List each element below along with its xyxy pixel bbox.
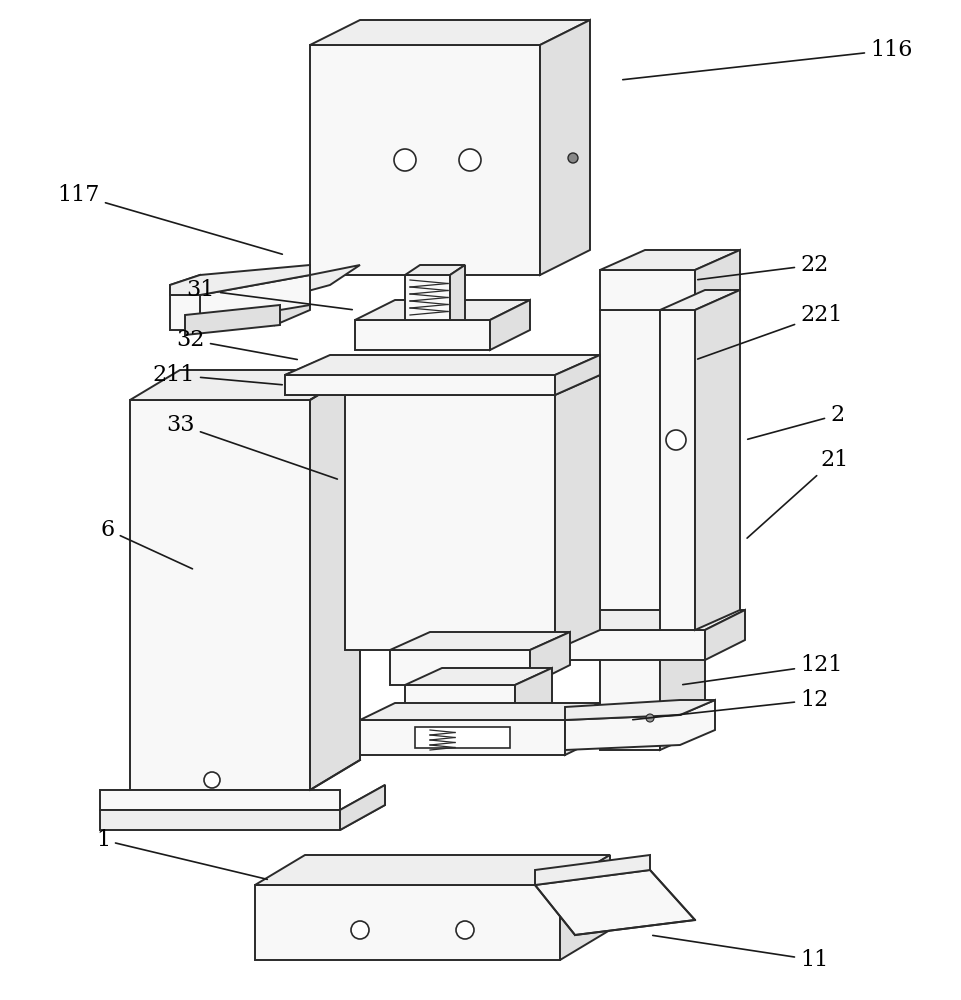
Circle shape — [568, 153, 578, 163]
Circle shape — [459, 149, 481, 171]
Circle shape — [456, 921, 474, 939]
Polygon shape — [275, 265, 360, 300]
Polygon shape — [565, 703, 600, 755]
Polygon shape — [555, 355, 600, 395]
Polygon shape — [555, 610, 745, 630]
Polygon shape — [660, 290, 740, 310]
Text: 121: 121 — [682, 654, 843, 685]
Polygon shape — [530, 632, 570, 685]
Polygon shape — [285, 360, 390, 375]
Polygon shape — [695, 250, 740, 310]
Text: 221: 221 — [698, 304, 843, 359]
Text: 33: 33 — [166, 414, 337, 479]
Polygon shape — [285, 355, 600, 375]
Polygon shape — [310, 370, 360, 790]
Polygon shape — [540, 20, 590, 275]
Polygon shape — [310, 45, 540, 275]
Polygon shape — [255, 855, 610, 885]
Text: 2: 2 — [748, 404, 844, 439]
Polygon shape — [555, 375, 600, 650]
Polygon shape — [355, 360, 390, 395]
Polygon shape — [705, 610, 745, 660]
Polygon shape — [285, 375, 355, 395]
Text: 116: 116 — [623, 39, 912, 80]
Polygon shape — [355, 300, 530, 320]
Text: 21: 21 — [747, 449, 849, 538]
Polygon shape — [100, 790, 340, 810]
Polygon shape — [450, 265, 465, 320]
Circle shape — [204, 772, 220, 788]
Polygon shape — [535, 855, 650, 885]
Polygon shape — [200, 275, 310, 330]
Polygon shape — [360, 703, 600, 720]
Polygon shape — [390, 632, 570, 650]
Polygon shape — [600, 310, 660, 750]
Polygon shape — [345, 395, 555, 650]
Polygon shape — [310, 20, 590, 45]
Polygon shape — [490, 300, 530, 350]
Text: 211: 211 — [153, 364, 283, 386]
Polygon shape — [130, 370, 360, 400]
Circle shape — [351, 921, 369, 939]
Polygon shape — [405, 275, 450, 320]
Polygon shape — [415, 727, 510, 748]
Polygon shape — [600, 270, 695, 310]
Polygon shape — [285, 375, 555, 395]
Text: 31: 31 — [186, 279, 353, 310]
Polygon shape — [565, 700, 715, 750]
Polygon shape — [695, 290, 740, 630]
Text: 1: 1 — [96, 829, 267, 879]
Polygon shape — [515, 668, 552, 720]
Polygon shape — [565, 700, 715, 720]
Polygon shape — [390, 650, 530, 685]
Polygon shape — [355, 320, 490, 350]
Text: 12: 12 — [632, 689, 828, 720]
Circle shape — [646, 714, 654, 722]
Polygon shape — [100, 785, 385, 830]
Polygon shape — [170, 295, 200, 330]
Polygon shape — [185, 305, 280, 335]
Polygon shape — [660, 290, 705, 750]
Circle shape — [666, 430, 686, 450]
Text: 11: 11 — [653, 935, 828, 971]
Polygon shape — [600, 250, 740, 270]
Polygon shape — [255, 885, 560, 960]
Polygon shape — [660, 310, 695, 630]
Polygon shape — [405, 668, 552, 685]
Polygon shape — [560, 855, 610, 960]
Polygon shape — [340, 785, 385, 830]
Polygon shape — [600, 290, 705, 310]
Polygon shape — [360, 720, 565, 755]
Polygon shape — [275, 275, 310, 325]
Polygon shape — [345, 375, 600, 395]
Text: 22: 22 — [698, 254, 828, 280]
Text: 6: 6 — [101, 519, 192, 569]
Polygon shape — [405, 685, 515, 720]
Polygon shape — [170, 275, 200, 295]
Polygon shape — [170, 265, 310, 295]
Text: 32: 32 — [177, 329, 297, 359]
Polygon shape — [555, 630, 705, 660]
Polygon shape — [535, 870, 695, 935]
Text: 117: 117 — [58, 184, 283, 254]
Polygon shape — [130, 400, 310, 790]
Circle shape — [394, 149, 416, 171]
Polygon shape — [405, 265, 465, 275]
